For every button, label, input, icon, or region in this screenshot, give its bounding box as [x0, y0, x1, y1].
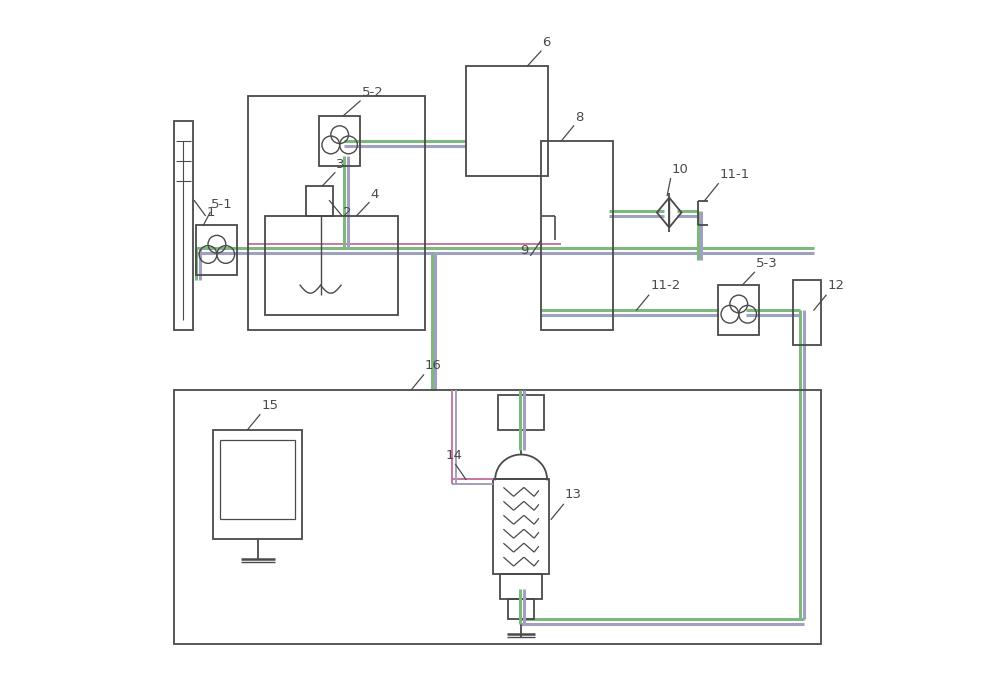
Bar [306, 186, 333, 216]
Bar [718, 285, 759, 335]
Text: 11-1: 11-1 [720, 168, 750, 181]
Bar [466, 66, 548, 175]
Text: 1: 1 [207, 206, 215, 219]
Bar [493, 479, 549, 574]
Text: 3: 3 [336, 158, 345, 171]
Text: 2: 2 [343, 206, 352, 219]
Bar [265, 216, 398, 315]
Text: 4: 4 [370, 188, 379, 201]
Bar [541, 141, 613, 330]
Bar [174, 121, 193, 330]
Bar [319, 116, 360, 166]
Text: 10: 10 [672, 162, 689, 175]
Bar [196, 225, 237, 275]
Bar [508, 599, 534, 619]
Text: 8: 8 [575, 111, 583, 124]
Text: 16: 16 [425, 359, 442, 372]
Text: 11-2: 11-2 [650, 279, 680, 292]
Bar [220, 440, 295, 519]
Bar [174, 390, 821, 644]
Text: 13: 13 [565, 488, 582, 501]
Text: 15: 15 [261, 399, 278, 412]
Text: 14: 14 [445, 449, 462, 462]
Bar [793, 280, 821, 345]
Bar [500, 574, 542, 599]
Bar [248, 96, 425, 330]
Text: 9: 9 [520, 245, 529, 258]
Text: 12: 12 [827, 279, 844, 292]
Text: 5-1: 5-1 [211, 197, 233, 210]
Text: 5-3: 5-3 [756, 258, 778, 271]
Text: 5-2: 5-2 [362, 86, 383, 99]
Bar [498, 395, 544, 429]
Bar [213, 429, 302, 539]
Text: 6: 6 [542, 36, 551, 49]
